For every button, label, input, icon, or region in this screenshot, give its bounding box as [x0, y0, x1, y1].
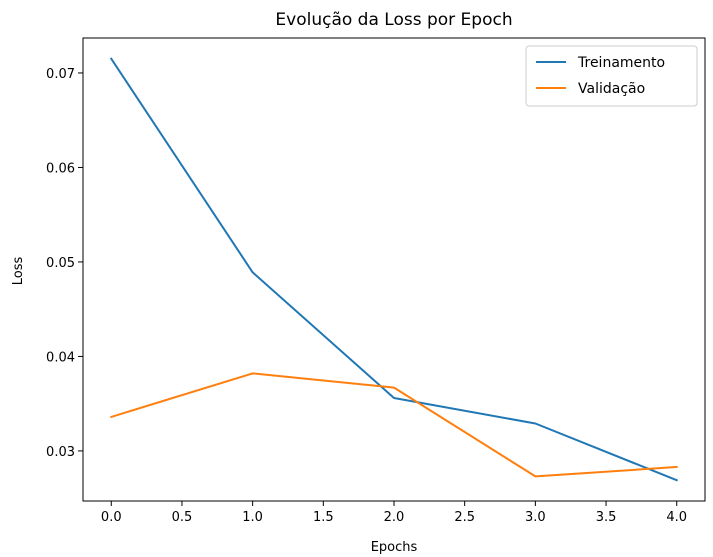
- plot-frame: [82, 37, 706, 502]
- y-tick-label: 0.03: [46, 445, 75, 460]
- x-tick-label: 0.0: [101, 510, 122, 525]
- y-tick-label: 0.07: [46, 67, 75, 82]
- x-tick-label: 4.0: [666, 510, 687, 525]
- legend-label-0: Treinamento: [577, 55, 665, 71]
- x-tick-label: 1.0: [242, 510, 263, 525]
- x-tick-label: 2.0: [384, 510, 405, 525]
- series-line-0: [109, 57, 679, 482]
- series-line-1: [110, 372, 678, 478]
- plot-area: 0.0 0.5 1.0 1.5 2.0 2.5 3.0 3.5 4.0 0.03 0.04 0.05 0…: [46, 37, 706, 525]
- x-tick-label: 0.5: [172, 510, 193, 525]
- y-axis-label: Loss: [11, 257, 26, 286]
- x-axis-label: Epochs: [371, 540, 418, 555]
- legend-box: [525, 45, 698, 107]
- x-tick-label: 2.5: [454, 510, 475, 525]
- x-tick-label: 1.5: [313, 510, 334, 525]
- legend: Treinamento Validação: [525, 45, 698, 107]
- y-tick-label: 0.06: [46, 161, 75, 176]
- chart-title: Evolução da Loss por Epoch: [275, 10, 512, 30]
- x-tick-label: 3.5: [596, 510, 617, 525]
- x-tick-label: 3.0: [525, 510, 546, 525]
- legend-label-1: Validação: [578, 81, 645, 97]
- y-tick-label: 0.05: [46, 256, 75, 271]
- y-tick-label: 0.04: [46, 350, 75, 365]
